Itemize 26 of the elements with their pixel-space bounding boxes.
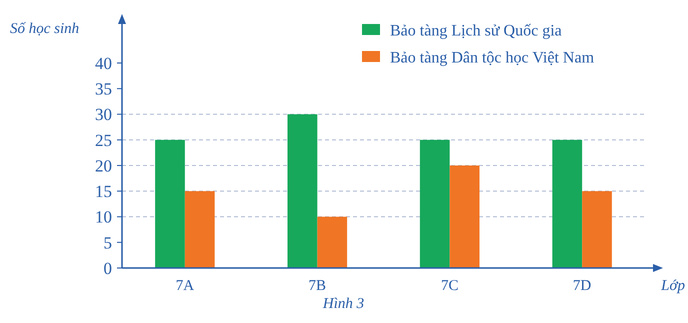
- y-tick-label: 0: [104, 258, 112, 278]
- x-tick-label: 7C: [440, 278, 458, 294]
- legend-label: Bảo tàng Lịch sử Quốc gia: [390, 22, 562, 40]
- bar: [450, 166, 480, 268]
- legend-label: Bảo tàng Dân tộc học Việt Nam: [390, 50, 595, 67]
- bar: [155, 140, 185, 268]
- bar: [184, 191, 215, 268]
- bar: [582, 191, 612, 268]
- bar: [317, 216, 348, 268]
- x-axis-title: Lớp: [660, 278, 686, 294]
- y-tick-label: 20: [95, 156, 112, 176]
- y-tick-label: 30: [95, 105, 112, 124]
- y-tick-label: 25: [95, 130, 112, 150]
- bar: [420, 140, 450, 268]
- x-tick-label: 7D: [572, 278, 592, 294]
- y-axis-title: Số học sinh: [10, 21, 80, 37]
- x-tick-label: 7B: [308, 278, 326, 294]
- y-tick-label: 40: [95, 54, 112, 73]
- text: Hình 3: [322, 296, 364, 312]
- bar: [288, 114, 318, 268]
- y-tick-label: 10: [95, 208, 112, 227]
- y-tick-label: 5: [104, 233, 112, 252]
- x-tick-label: 7A: [176, 278, 194, 294]
- y-tick-label: 15: [95, 182, 112, 202]
- y-tick-label: 35: [95, 80, 112, 99]
- bar: [552, 140, 582, 268]
